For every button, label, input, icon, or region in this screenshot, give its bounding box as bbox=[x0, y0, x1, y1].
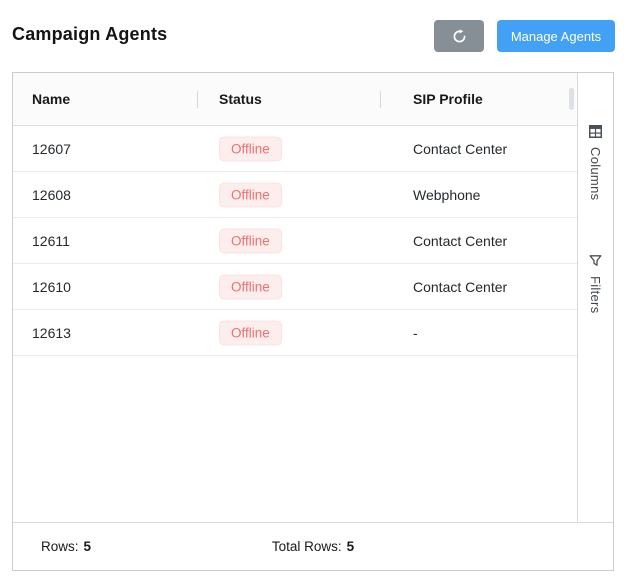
filter-icon bbox=[589, 255, 602, 267]
cell-name: 12607 bbox=[32, 140, 71, 157]
refresh-icon bbox=[453, 28, 465, 42]
refresh-button[interactable] bbox=[434, 20, 484, 52]
total-rows-label: Total Rows: bbox=[271, 539, 342, 554]
table-row[interactable]: 12613 Offline - bbox=[13, 310, 577, 356]
table-row[interactable]: 12611 Offline Contact Center bbox=[13, 218, 577, 264]
cell-sip-profile: - bbox=[413, 324, 418, 341]
rows-value: 5 bbox=[83, 539, 92, 554]
status-badge: Offline bbox=[219, 182, 282, 207]
agents-table-card: Name Status SIP Profile 12607 Offline Co… bbox=[12, 72, 614, 571]
sidebar-tab-filters[interactable]: Filters bbox=[588, 254, 603, 314]
cell-name: 12608 bbox=[32, 186, 71, 203]
sidebar-tab-columns[interactable]: Columns bbox=[588, 125, 603, 200]
column-header-sip-profile[interactable]: SIP Profile bbox=[413, 91, 483, 107]
cell-sip-profile: Contact Center bbox=[413, 232, 508, 249]
column-resize-handle[interactable] bbox=[569, 88, 574, 110]
table-row[interactable]: 12607 Offline Contact Center bbox=[13, 126, 577, 172]
column-resize-handle[interactable] bbox=[197, 91, 198, 108]
column-header-name[interactable]: Name bbox=[32, 91, 71, 107]
cell-sip-profile: Contact Center bbox=[413, 140, 508, 157]
table-row[interactable]: 12608 Offline Webphone bbox=[13, 172, 577, 218]
column-resize-handle[interactable] bbox=[380, 91, 381, 108]
agents-grid: Name Status SIP Profile 12607 Offline Co… bbox=[13, 73, 577, 522]
cell-sip-profile: Contact Center bbox=[413, 278, 508, 295]
cell-status: Offline bbox=[219, 182, 282, 207]
cell-status: Offline bbox=[219, 320, 282, 345]
columns-icon bbox=[589, 125, 602, 138]
status-badge: Offline bbox=[219, 228, 282, 253]
status-badge: Offline bbox=[219, 320, 282, 345]
total-rows-value: 5 bbox=[346, 539, 355, 554]
cell-name: 12613 bbox=[32, 324, 71, 341]
tool-panel-sidebar: Columns Filters bbox=[577, 73, 613, 522]
manage-agents-button[interactable]: Manage Agents bbox=[497, 20, 615, 52]
status-bar: Rows: 5 Total Rows: 5 bbox=[13, 522, 613, 570]
cell-status: Offline bbox=[219, 228, 282, 253]
rows-label: Rows: bbox=[41, 539, 79, 554]
cell-sip-profile: Webphone bbox=[413, 186, 481, 203]
rows-count: Rows: 5 bbox=[41, 539, 91, 554]
status-badge: Offline bbox=[219, 136, 282, 161]
grid-empty-area bbox=[13, 356, 577, 522]
total-rows-count: Total Rows: 5 bbox=[272, 539, 354, 554]
status-badge: Offline bbox=[219, 274, 282, 299]
cell-name: 12611 bbox=[32, 232, 70, 249]
page-title: Campaign Agents bbox=[12, 24, 168, 44]
cell-name: 12610 bbox=[32, 278, 71, 295]
table-header-row: Name Status SIP Profile bbox=[13, 73, 577, 126]
cell-status: Offline bbox=[219, 136, 282, 161]
column-header-status[interactable]: Status bbox=[219, 91, 262, 107]
table-row[interactable]: 12610 Offline Contact Center bbox=[13, 264, 577, 310]
card-main: Name Status SIP Profile 12607 Offline Co… bbox=[13, 73, 613, 522]
cell-status: Offline bbox=[219, 274, 282, 299]
sidebar-tab-label: Columns bbox=[588, 147, 603, 201]
topbar: Campaign Agents Manage Agents bbox=[12, 20, 615, 53]
sidebar-tab-label: Filters bbox=[588, 276, 603, 314]
